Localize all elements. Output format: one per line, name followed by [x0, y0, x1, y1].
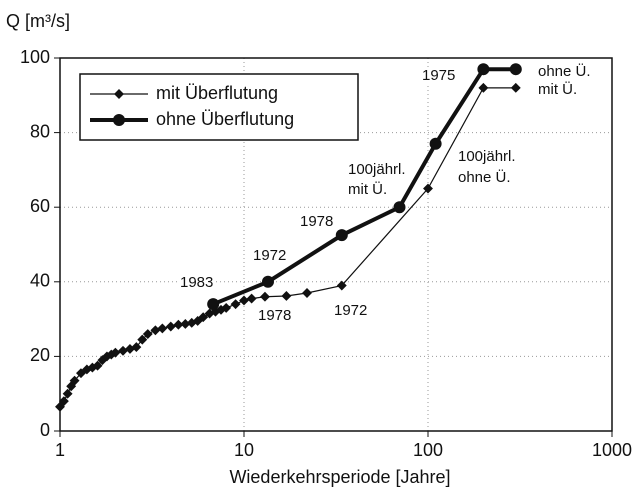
annotation-bg [420, 67, 458, 85]
point [335, 229, 348, 242]
annotation-bg [178, 274, 216, 292]
x-axis-label: Wiederkehrsperiode [Jahre] [229, 467, 450, 487]
annotation-bg [456, 169, 513, 187]
point [261, 275, 274, 288]
annotation: ohne Ü. [458, 168, 511, 186]
y-tick-label: 80 [30, 121, 50, 141]
point [478, 82, 489, 93]
annotation: 100jährl. [348, 161, 406, 178]
point [510, 82, 521, 93]
point [150, 325, 161, 336]
x-tick-label: 1000 [592, 440, 632, 460]
legend-marker [113, 114, 125, 126]
legend-label: ohne Überflutung [156, 109, 294, 129]
annotation: mit Ü. [348, 180, 387, 198]
legend-box [79, 73, 359, 141]
annotation-bg [298, 213, 336, 231]
legend-marker [114, 89, 124, 99]
annotation-bg [256, 307, 294, 325]
point [477, 63, 490, 76]
point [246, 293, 257, 304]
point [302, 288, 312, 298]
annotation-bg [536, 81, 580, 99]
annotation: 1972 [253, 247, 286, 264]
annotation: 1975 [422, 67, 455, 84]
point [137, 334, 148, 345]
y-tick-label: 60 [30, 196, 50, 216]
point [239, 295, 249, 306]
point [393, 201, 406, 214]
plot-frame [59, 57, 613, 432]
annotation: 1978 [300, 213, 333, 230]
annotation: 1972 [334, 302, 367, 319]
point [423, 183, 433, 194]
point [230, 299, 241, 310]
point [336, 280, 347, 291]
annotation-bg [346, 161, 408, 179]
annotation: 1983 [180, 274, 213, 291]
point [281, 291, 292, 301]
x-tick-label: 1 [55, 440, 65, 460]
point [131, 342, 142, 353]
y-tick-label: 40 [30, 271, 50, 291]
y-tick-label: 0 [40, 420, 50, 440]
x-tick-label: 100 [413, 440, 443, 460]
point [509, 63, 522, 76]
point [157, 323, 168, 334]
y-tick-label: 20 [30, 345, 50, 365]
annotation-bg [346, 181, 390, 199]
annotation-bg [456, 148, 518, 166]
legend-label: mit Überflutung [156, 83, 278, 103]
y-axis-label: Q [m³/s] [6, 11, 70, 31]
point [207, 298, 220, 311]
point [165, 321, 176, 332]
point [429, 137, 442, 150]
point [198, 312, 209, 323]
point [221, 302, 232, 313]
annotation: 1978 [258, 307, 291, 324]
point [118, 345, 128, 356]
annotation-bg [536, 63, 593, 81]
annotation-bg [332, 302, 370, 320]
annotation: ohne Ü. [538, 62, 591, 80]
y-tick-label: 100 [20, 47, 50, 67]
x-tick-label: 10 [234, 440, 254, 460]
annotation-bg [251, 247, 289, 265]
point [260, 291, 270, 302]
point [173, 319, 184, 330]
point [142, 329, 153, 339]
annotation: mit Ü. [538, 80, 577, 98]
point [180, 318, 191, 329]
annotation: 100jährl. [458, 148, 516, 165]
